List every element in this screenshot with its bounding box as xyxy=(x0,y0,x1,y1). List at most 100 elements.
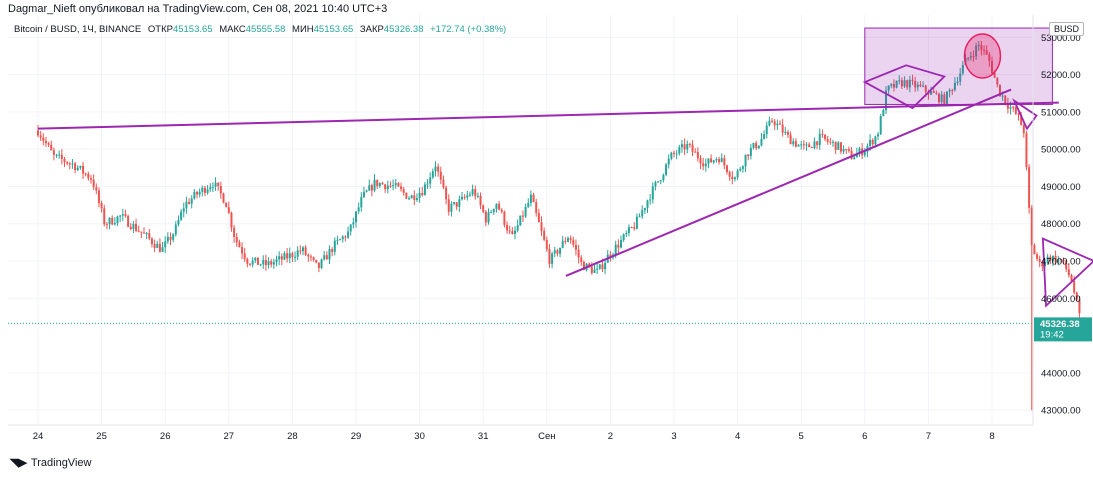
candle-body xyxy=(1046,256,1049,263)
candle-body xyxy=(55,154,58,156)
candle-body xyxy=(590,266,593,273)
candle-body xyxy=(453,202,456,204)
candle-body xyxy=(421,192,424,196)
candle-body xyxy=(577,249,580,258)
candle-body xyxy=(79,165,82,168)
candle-body xyxy=(556,250,559,254)
candle-body xyxy=(699,158,702,164)
candle-body xyxy=(201,187,204,192)
price-chart[interactable]: 53000.00 52000.00 51000.00 50000.00 49000.00… xyxy=(8,15,1093,460)
candle-body xyxy=(532,194,535,203)
candle-body xyxy=(617,244,620,248)
candle-body xyxy=(529,194,532,203)
candle-body xyxy=(670,152,673,159)
candle-body xyxy=(145,233,148,235)
time-tick-label: 25 xyxy=(96,431,107,442)
candle-body xyxy=(898,80,901,82)
candle-body xyxy=(418,192,421,199)
price-tick-label: 53000.00 xyxy=(1041,33,1081,44)
currency-badge[interactable]: BUSD xyxy=(1049,22,1085,36)
candle-body xyxy=(384,184,387,190)
candle-body xyxy=(302,247,304,252)
candle-body xyxy=(211,186,214,188)
candle-body xyxy=(688,143,691,145)
candle-body xyxy=(161,247,164,252)
candle-body xyxy=(492,208,495,213)
candle-body xyxy=(68,163,71,165)
candle-body xyxy=(869,139,872,146)
candle-body xyxy=(755,143,758,149)
candle-body xyxy=(887,85,890,91)
candle-body xyxy=(816,141,819,146)
candle-body xyxy=(829,141,832,143)
candle-body xyxy=(42,137,45,141)
candle-body xyxy=(945,91,948,106)
candle-body xyxy=(911,79,914,81)
candle-body xyxy=(74,163,77,171)
candle-body xyxy=(437,166,440,172)
highlight-rectangle xyxy=(864,27,1053,105)
candle-body xyxy=(609,254,612,258)
time-tick-label: 7 xyxy=(926,431,931,442)
candle-body xyxy=(723,158,726,166)
price-tick-label: 48000.00 xyxy=(1041,219,1081,230)
candle-body xyxy=(309,256,312,258)
candle-body xyxy=(506,224,509,231)
brand-footer[interactable]: ◥▶ TradingView xyxy=(10,456,91,470)
candle-body xyxy=(328,249,331,260)
candle-body xyxy=(718,159,721,163)
candle-body xyxy=(325,255,328,260)
candle-body xyxy=(524,206,527,217)
candle-body xyxy=(900,80,903,87)
candle-body xyxy=(643,208,646,211)
candle-body xyxy=(52,150,55,155)
low-value: 45153.65 xyxy=(313,24,354,35)
candle-body xyxy=(468,194,471,196)
candle-body xyxy=(1067,269,1070,276)
candle-body xyxy=(842,148,845,152)
candle-body xyxy=(370,185,373,191)
candle-body xyxy=(749,147,752,156)
candle-body xyxy=(744,154,747,167)
candle-body xyxy=(710,158,713,163)
candle-body xyxy=(241,247,244,254)
candle-body xyxy=(680,144,683,148)
candle-body xyxy=(349,224,352,232)
candle-body xyxy=(922,85,925,87)
candle-body xyxy=(996,77,999,85)
price-tick-label: 47000.00 xyxy=(1041,257,1081,268)
candle-body xyxy=(691,144,694,152)
candle-body xyxy=(824,134,827,140)
candle-body xyxy=(357,207,360,212)
candle-body xyxy=(47,143,50,145)
candle-body xyxy=(895,80,898,88)
candle-body xyxy=(890,83,893,86)
candle-body xyxy=(1051,255,1054,262)
candle-body xyxy=(991,61,993,73)
close-value: 45326.38 xyxy=(383,24,424,35)
time-tick-label: 27 xyxy=(224,431,235,442)
candle-body xyxy=(1078,299,1081,314)
candle-body xyxy=(908,79,911,88)
close-label: ЗАКР xyxy=(359,24,384,35)
candle-body xyxy=(66,162,69,164)
open-label: ОТКР xyxy=(147,24,173,35)
candle-body xyxy=(503,211,506,225)
candle-body xyxy=(249,263,251,265)
candle-body xyxy=(784,131,787,133)
open-value: 45153.65 xyxy=(172,24,213,35)
candle-body xyxy=(498,203,501,210)
candle-body xyxy=(776,123,779,126)
candle-body xyxy=(196,191,198,195)
candle-body xyxy=(521,215,524,217)
candle-body xyxy=(355,211,357,223)
candle-body xyxy=(156,243,159,248)
candle-body xyxy=(423,184,426,196)
candle-body xyxy=(988,54,991,62)
candle-body xyxy=(434,166,437,172)
price-tick-label: 46000.00 xyxy=(1041,294,1081,305)
candle-body xyxy=(121,214,124,216)
candle-body xyxy=(243,253,246,259)
candle-body xyxy=(233,227,236,237)
time-tick-label: 30 xyxy=(414,431,425,442)
